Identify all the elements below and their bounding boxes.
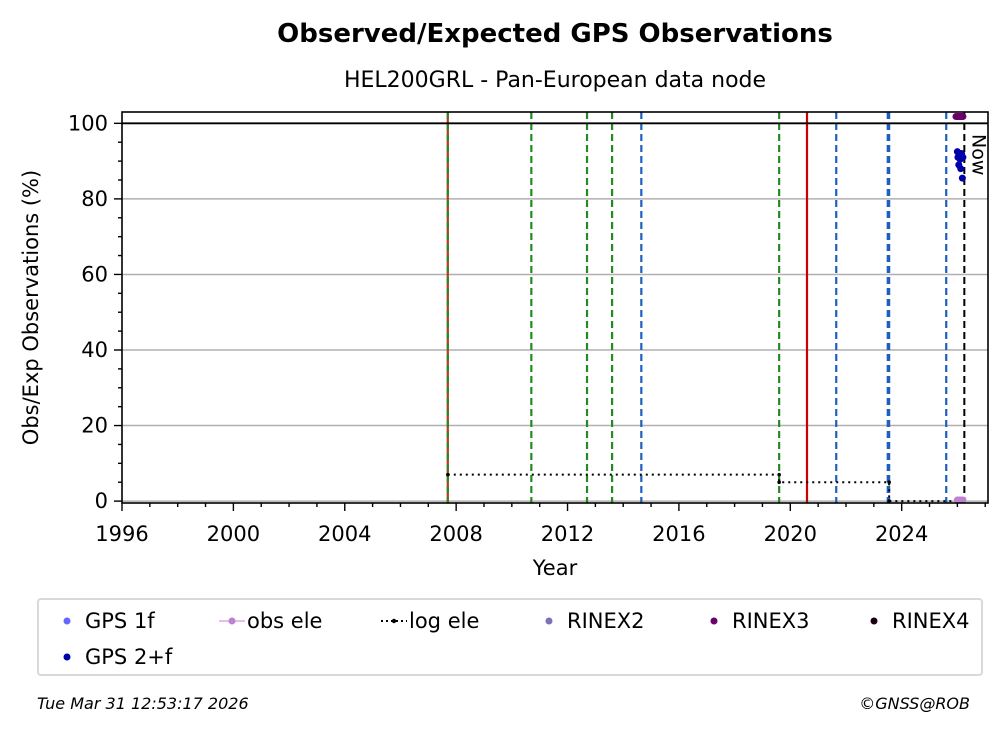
chart-title: Observed/Expected GPS Observations [277, 19, 833, 49]
x-tick-label: 2004 [318, 522, 371, 546]
x-tick-label: 2016 [652, 522, 705, 546]
legend-marker [219, 617, 245, 625]
y-axis-label: Obs/Exp Observations (%) [19, 170, 43, 445]
legend-marker [710, 617, 718, 625]
x-tick-label: 1996 [95, 522, 148, 546]
legend-item: obs ele [219, 608, 322, 633]
y-tick-label: 20 [81, 414, 108, 438]
legend-label: RINEX2 [567, 609, 645, 633]
plot-frame [121, 111, 989, 504]
legend-item: RINEX2 [539, 608, 645, 633]
data-point [957, 165, 965, 173]
legend-item: GPS 2+f [57, 644, 172, 669]
log-ele-point [777, 472, 781, 477]
x-tick-label: 2012 [541, 522, 594, 546]
x-tick-label: 2008 [429, 522, 482, 546]
legend-label: RINEX4 [892, 609, 970, 633]
legend-item: RINEX4 [864, 608, 970, 633]
legend-marker [545, 617, 553, 625]
data-point [959, 496, 967, 504]
footer-timestamp: Tue Mar 31 12:53:17 2026 [37, 694, 249, 713]
log-ele-point [887, 480, 891, 485]
chart-subtitle: HEL200GRL - Pan-European data node [344, 68, 766, 93]
x-tick-label: 2024 [875, 522, 928, 546]
y-tick-label: 100 [68, 111, 108, 135]
log-ele-point [887, 499, 891, 503]
legend: GPS 1f obs ele log ele RINEX2 RINEX3 RINEX4 GP… [37, 598, 983, 676]
legend-item: GPS 1f [57, 608, 155, 633]
x-tick-label: 2000 [207, 522, 260, 546]
legend-marker [63, 653, 71, 661]
x-tick-label: 2020 [764, 522, 817, 546]
legend-item: log ele [381, 608, 479, 633]
y-tick-label: 60 [81, 262, 108, 286]
legend-label: GPS 1f [85, 609, 155, 633]
x-axis-label: Year [532, 556, 578, 580]
log-ele-point [777, 480, 781, 485]
legend-label: log ele [409, 609, 480, 633]
log-ele-line [447, 473, 962, 503]
footer-copyright: ©GNSS@ROB [859, 694, 970, 713]
data-point [959, 153, 967, 161]
legend-marker [870, 617, 878, 625]
now-label: Now [967, 134, 989, 175]
y-tick-label: 40 [81, 338, 108, 362]
y-tick-label: 0 [95, 489, 108, 513]
legend-marker [381, 618, 407, 624]
legend-marker [63, 617, 71, 625]
legend-label: GPS 2+f [85, 645, 173, 669]
legend-label: RINEX3 [732, 609, 810, 633]
log-ele-point [445, 472, 450, 477]
data-point [958, 174, 966, 182]
data-point [959, 113, 967, 121]
legend-item: RINEX3 [704, 608, 810, 633]
legend-label: obs ele [247, 609, 323, 633]
y-tick-label: 80 [81, 187, 108, 211]
